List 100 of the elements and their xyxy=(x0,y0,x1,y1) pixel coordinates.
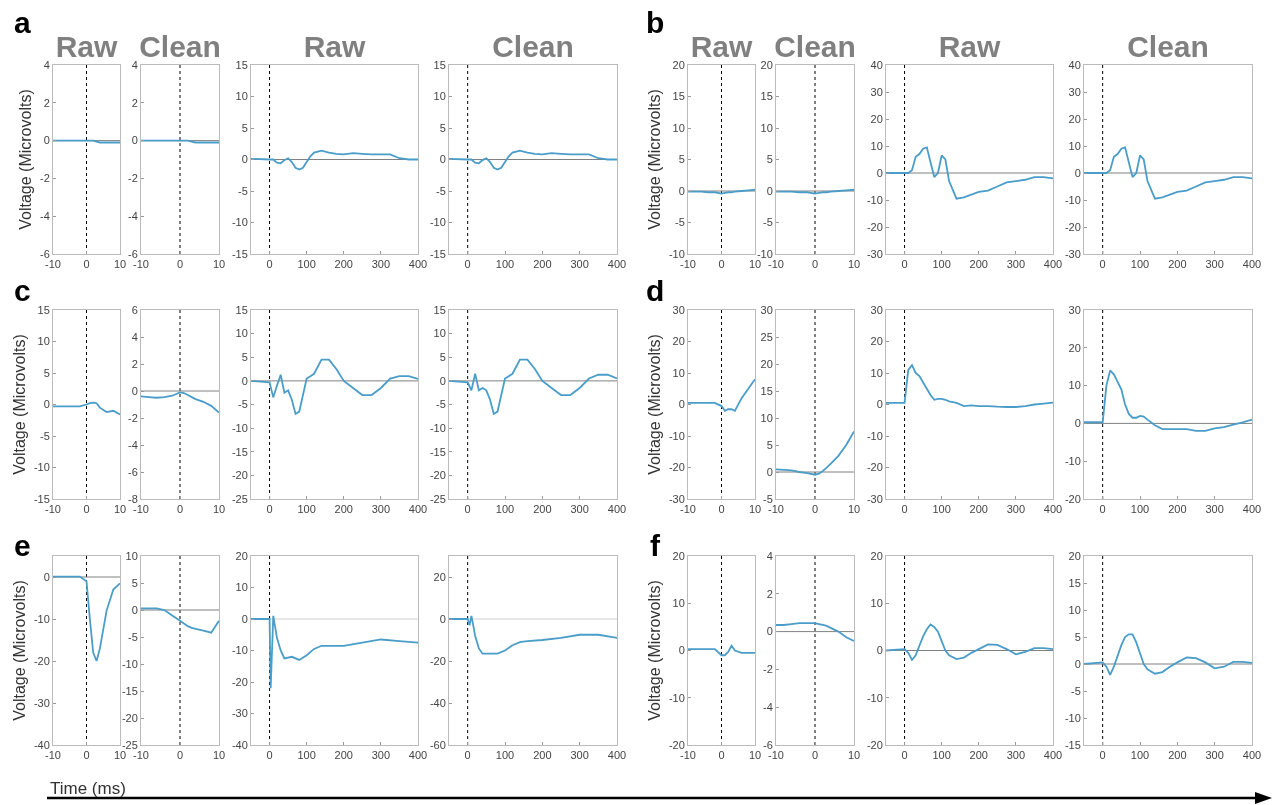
y-tick-label: -20 xyxy=(668,461,685,474)
y-tick-label: 0 xyxy=(131,603,138,616)
y-axis-title: Voltage (Microvolts) xyxy=(10,334,28,475)
y-tick-label: 0 xyxy=(876,644,883,657)
y-tick-label: 15 xyxy=(760,90,773,103)
y-tick-label: -20 xyxy=(866,738,883,751)
y-tick-label: -6 xyxy=(40,247,50,260)
chart-title: Clean xyxy=(492,30,574,63)
x-tick-label: 200 xyxy=(334,749,353,762)
y-tick-label: 20 xyxy=(870,549,883,562)
y-tick-label: -10 xyxy=(33,461,50,474)
x-tick-label: 0 xyxy=(811,503,819,516)
y-tick-label: -10 xyxy=(429,216,446,229)
x-tick-label: 10 xyxy=(847,503,861,516)
x-tick-label: 10 xyxy=(113,258,127,271)
y-tick-label: -10 xyxy=(866,429,883,442)
y-tick-label: -20 xyxy=(429,654,446,667)
y-tick-label: 10 xyxy=(870,366,883,379)
x-tick-label: 300 xyxy=(1205,258,1224,271)
y-tick-label: -30 xyxy=(33,696,50,709)
y-tick-label: -25 xyxy=(231,492,248,505)
y-tick-label: -15 xyxy=(231,247,248,260)
x-tick-label: 10 xyxy=(748,503,762,516)
y-tick-label: 15 xyxy=(37,303,50,316)
y-tick-label: 10 xyxy=(760,121,773,134)
y-tick-label: -4 xyxy=(40,210,50,223)
chart-title: Raw xyxy=(303,30,367,63)
y-tick-label: -10 xyxy=(866,691,883,704)
x-tick-label: 10 xyxy=(212,749,226,762)
y-tick-label: 5 xyxy=(439,121,446,134)
y-tick-label: 20 xyxy=(1068,112,1081,125)
y-tick-label: -20 xyxy=(866,461,883,474)
y-tick-label: 10 xyxy=(672,121,685,134)
y-tick-label: 4 xyxy=(43,58,50,71)
x-tick-label: 10 xyxy=(212,258,226,271)
y-tick-label: 15 xyxy=(433,303,446,316)
x-tick-label: 400 xyxy=(408,749,428,762)
y-tick-label: -30 xyxy=(668,492,685,505)
x-tick-label: 400 xyxy=(1242,749,1262,762)
x-tick-label: 100 xyxy=(932,503,951,516)
y-tick-label: -30 xyxy=(866,492,883,505)
y-tick-label: -40 xyxy=(429,696,446,709)
x-tick-label: 300 xyxy=(570,258,589,271)
y-tick-label: -20 xyxy=(429,469,446,482)
y-tick-label: 5 xyxy=(678,153,685,166)
chart-title: Clean xyxy=(1127,30,1209,63)
x-tick-label: 300 xyxy=(1006,258,1026,271)
y-tick-label: 0 xyxy=(678,184,685,197)
x-tick-label: 0 xyxy=(1099,749,1106,762)
x-tick-label: 200 xyxy=(1168,749,1187,762)
y-tick-label: 4 xyxy=(131,330,138,343)
y-tick-label: -4 xyxy=(128,210,138,223)
y-tick-label: 20 xyxy=(1068,549,1081,562)
y-tick-label: 5 xyxy=(131,576,138,589)
y-tick-label: 20 xyxy=(235,549,248,562)
x-tick-label: 400 xyxy=(1043,258,1063,271)
y-tick-label: -20 xyxy=(231,675,248,688)
y-tick-label: 30 xyxy=(870,85,883,98)
y-tick-label: 15 xyxy=(433,58,446,71)
y-tick-label: 10 xyxy=(760,411,773,424)
y-tick-label: -25 xyxy=(429,492,446,505)
y-tick-label: -20 xyxy=(121,711,138,724)
x-tick-label: 200 xyxy=(969,258,988,271)
y-tick-label: 15 xyxy=(672,90,685,103)
x-tick-label: 400 xyxy=(607,258,627,271)
y-tick-label: 20 xyxy=(1068,341,1081,354)
y-tick-label: -5 xyxy=(1071,684,1081,697)
chart-title: Clean xyxy=(774,30,856,63)
y-tick-label: -10 xyxy=(231,216,248,229)
x-tick-label: 200 xyxy=(969,503,988,516)
y-tick-label: -60 xyxy=(429,738,446,751)
y-tick-label: 0 xyxy=(678,644,685,657)
y-tick-label: -2 xyxy=(128,172,138,185)
x-tick-label: 100 xyxy=(495,258,515,271)
x-tick-label: 10 xyxy=(113,503,127,516)
y-tick-label: -20 xyxy=(231,469,248,482)
y-tick-label: 5 xyxy=(43,366,50,379)
y-tick-label: 20 xyxy=(672,335,685,348)
y-tick-label: 5 xyxy=(241,121,248,134)
y-axis-title: Voltage (Microvolts) xyxy=(10,580,28,721)
y-tick-label: -4 xyxy=(763,701,773,714)
x-tick-label: 100 xyxy=(1130,749,1150,762)
y-tick-label: 0 xyxy=(131,384,138,397)
x-tick-label: 300 xyxy=(371,258,391,271)
x-tick-label: 300 xyxy=(1006,749,1026,762)
x-tick-label: 100 xyxy=(297,503,316,516)
y-tick-label: -6 xyxy=(763,738,773,751)
y-tick-label: 10 xyxy=(235,327,248,340)
y-tick-label: 15 xyxy=(1068,576,1081,589)
x-tick-label: 0 xyxy=(464,503,471,516)
x-tick-label: 0 xyxy=(718,503,725,516)
text: e xyxy=(14,529,31,562)
y-tick-label: -5 xyxy=(238,398,248,411)
x-tick-label: 0 xyxy=(266,749,273,762)
y-tick-label: 40 xyxy=(870,58,883,71)
y-tick-label: -5 xyxy=(436,398,446,411)
y-tick-label: -5 xyxy=(763,216,773,229)
y-tick-label: 30 xyxy=(1068,85,1081,98)
y-tick-label: 20 xyxy=(870,112,883,125)
chart-title: Clean xyxy=(139,30,221,63)
